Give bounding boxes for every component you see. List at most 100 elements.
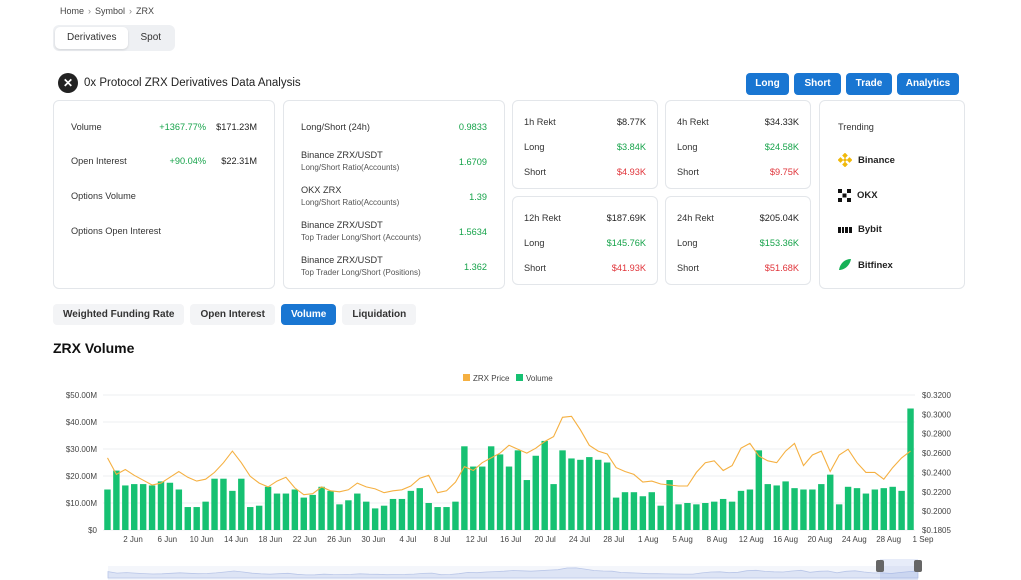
volume-bar (844, 486, 852, 530)
volume-bar (666, 480, 673, 530)
trending-item-bybit[interactable]: Bybit (838, 224, 882, 235)
legend-swatch (463, 374, 470, 381)
volume-bar (595, 459, 602, 530)
okx-ratio-title: OKX ZRX (301, 185, 342, 195)
volume-bar (648, 492, 655, 530)
open-interest-change: +90.04% (169, 156, 206, 166)
rekt-period-label: 1h Rekt (524, 117, 556, 127)
tab-spot[interactable]: Spot (140, 32, 162, 43)
y-right-tick-label: $0.1805 (922, 526, 951, 535)
long-short-value: 0.9833 (458, 122, 487, 132)
trending-item-okx[interactable]: OKX (838, 189, 878, 202)
rekt-period-label: 4h Rekt (677, 117, 709, 127)
range-slider-preview (107, 567, 919, 579)
binance-ratio-title: Binance ZRX/USDT (301, 150, 383, 160)
short-button[interactable]: Short (794, 73, 841, 95)
y-right-tick-label: $0.2600 (922, 449, 951, 458)
tab-liquidation[interactable]: Liquidation (342, 304, 417, 325)
volume-bar (889, 486, 896, 530)
volume-chart[interactable]: $50.00M $40.00M $30.00M $20.00M $10.00M $0 $0.… (0, 370, 1021, 580)
volume-bar (898, 490, 905, 530)
rekt-short-label: Short (677, 167, 699, 177)
volume-bar (309, 494, 316, 530)
volume-bar (630, 492, 638, 530)
volume-bar (479, 466, 486, 530)
tab-weighted-funding-rate[interactable]: Weighted Funding Rate (53, 304, 185, 325)
y-right-tick-label: $0.2200 (922, 488, 951, 497)
volume-bar (764, 484, 771, 530)
bybit-icon (838, 226, 852, 233)
volume-bar (577, 459, 584, 530)
tab-open-interest[interactable]: Open Interest (190, 304, 275, 325)
action-buttons: Long Short Trade Analytics (746, 73, 959, 95)
volume-bar (264, 486, 272, 530)
breadcrumb-symbol[interactable]: Symbol (95, 6, 126, 16)
volume-bar (407, 490, 415, 530)
volume-bar (131, 484, 138, 530)
volume-bar (193, 507, 200, 530)
okx-ratio-value: 1.39 (469, 192, 487, 202)
volume-bar (853, 488, 861, 530)
top-trader-accounts-label: Binance ZRX/USDT Top Trader Long/Short (… (301, 220, 421, 242)
volume-bar (300, 497, 307, 530)
rekt-long-value: $24.58K (764, 142, 799, 152)
legend-swatch (516, 374, 523, 381)
trending-item-binance[interactable]: Binance (838, 153, 895, 167)
analytics-button[interactable]: Analytics (897, 73, 959, 95)
volume-bar (122, 485, 129, 530)
x-tick-label: 1 Sep (913, 535, 934, 544)
breadcrumb-home[interactable]: Home (60, 6, 85, 16)
x-tick-label: 12 Aug (739, 535, 764, 544)
rekt-total: $34.33K (764, 117, 799, 127)
breadcrumb: Home › Symbol › ZRX (60, 6, 154, 16)
x-tick-label: 16 Jul (500, 535, 522, 544)
page-header: ✕ 0x Protocol ZRX Derivatives Data Analy… (58, 73, 301, 93)
top-trader-accounts-sub: Top Trader Long/Short (Accounts) (301, 233, 422, 242)
trade-button[interactable]: Trade (846, 73, 892, 95)
volume-bar (737, 490, 745, 530)
volume-bar (247, 507, 254, 530)
volume-bar (532, 455, 539, 530)
volume-bar (443, 507, 450, 530)
rekt-card-4h: 4h Rekt $34.33K Long $24.58K Short $9.75… (665, 100, 811, 189)
tab-volume[interactable]: Volume (280, 304, 337, 325)
rekt-period-label: 12h Rekt (524, 213, 561, 223)
volume-bar (470, 466, 477, 530)
volume-bar (175, 489, 183, 530)
volume-bar (559, 450, 566, 530)
y-right-tick-label: $0.3000 (922, 410, 951, 419)
overview-card: Volume +1367.77% $171.23M Open Interest … (53, 100, 275, 289)
x-tick-label: 12 Jul (466, 535, 488, 544)
rekt-long-label: Long (524, 238, 545, 248)
long-button[interactable]: Long (746, 73, 789, 95)
volume-bar (711, 501, 718, 530)
rekt-card-12h: 12h Rekt $187.69K Long $145.76K Short $4… (512, 196, 658, 285)
rekt-total: $187.69K (606, 213, 646, 223)
rekt-total: $8.77K (616, 117, 646, 127)
x-tick-label: 5 Aug (672, 535, 692, 544)
trending-item-bitfinex[interactable]: Bitfinex (838, 258, 893, 272)
volume-bar (782, 481, 789, 530)
volume-bar (255, 505, 263, 530)
volume-bar (148, 485, 156, 530)
volume-bar (719, 498, 727, 530)
x-tick-label: 14 Jun (224, 535, 248, 544)
volume-change: +1367.77% (159, 122, 206, 132)
rekt-long-label: Long (524, 142, 545, 152)
volume-bar (612, 497, 620, 530)
tab-derivatives[interactable]: Derivatives (55, 27, 129, 49)
trending-item-label: OKX (857, 190, 878, 201)
breadcrumb-current: ZRX (136, 6, 155, 16)
open-interest-value: $22.31M (221, 156, 257, 166)
volume-bar (835, 504, 843, 530)
x-tick-label: 26 Jun (327, 535, 351, 544)
volume-bar (523, 480, 531, 530)
volume-bar (746, 489, 754, 530)
x-tick-label: 24 Jul (569, 535, 591, 544)
volume-bar (371, 508, 379, 530)
binance-ratio-sub: Long/Short Ratio(Accounts) (301, 163, 400, 172)
volume-bar (363, 501, 370, 530)
x-tick-label: 28 Aug (876, 535, 901, 544)
x-tick-label: 10 Jun (190, 535, 214, 544)
volume-bar (496, 454, 504, 530)
